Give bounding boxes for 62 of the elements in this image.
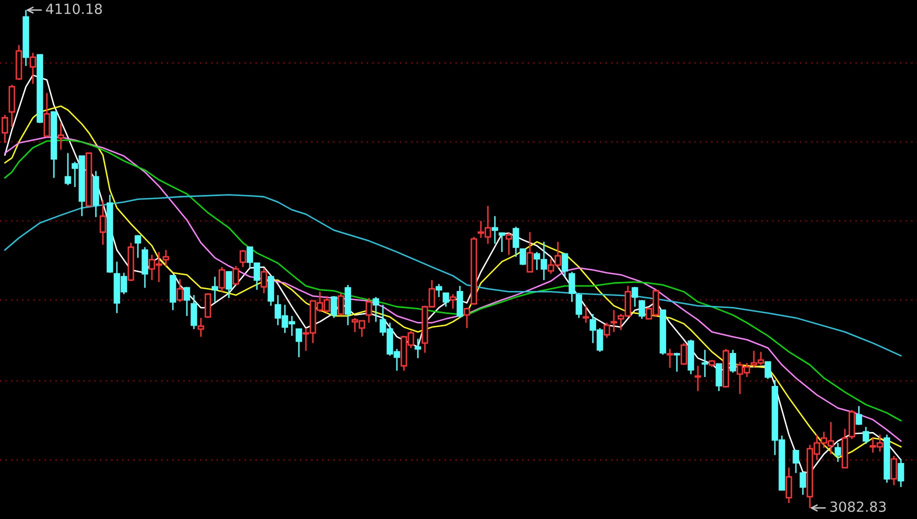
candlestick [260,267,268,294]
candlestick [450,293,456,310]
candlestick [666,348,674,368]
candlestick [338,292,344,316]
candlestick [562,253,568,278]
candlestick [330,295,338,319]
candlestick [862,426,870,445]
candlestick [520,248,526,266]
candlestick [2,114,8,144]
candlestick [44,92,50,138]
candlestick [184,286,190,317]
candlestick [226,271,232,299]
candlestick [162,249,170,267]
candlestick [464,307,470,329]
candlestick [296,328,302,358]
candlestick [134,234,142,258]
candlestick [218,266,226,292]
candlestick [366,297,372,324]
candlestick [702,349,708,378]
candlestick [730,349,736,374]
candlestick [610,309,618,333]
candlestick [604,322,610,338]
candlestick [506,232,512,256]
annotation: 4110.18 [46,4,102,14]
candlestick [498,232,506,253]
candlestick [898,458,904,488]
candlestick [414,338,422,359]
annotation: 3082.83 [830,501,886,512]
candlestick [638,299,646,320]
candlestick [142,246,148,289]
candlestick [436,283,442,298]
candlestick [100,199,106,246]
candlestick [526,231,534,273]
candlestick [58,122,64,150]
candlestick [694,365,702,392]
candlestick [716,363,722,392]
candlestick [492,215,498,244]
candlestick [632,286,638,308]
candlestick [786,466,792,504]
candlestick [442,292,450,308]
candlestick [856,405,862,426]
candlestick [576,292,582,319]
candlestick [834,442,842,463]
candlestick [64,152,72,186]
candlestick [680,342,688,366]
candlestick [212,276,218,303]
candlestick [240,249,246,268]
candlestick [568,271,576,303]
candlestick [800,472,806,496]
candlestick [890,455,898,486]
candlestick [372,296,380,322]
candlestick [190,294,198,330]
candlestick [792,449,800,474]
candlestick [232,265,240,286]
candlestick [582,305,590,324]
candlestick [176,278,184,303]
candlestick [204,292,212,319]
candlestick [30,52,36,85]
candlestick [512,226,520,258]
candlestick [198,317,204,338]
candlestick [764,361,772,380]
candlestick [674,352,680,372]
